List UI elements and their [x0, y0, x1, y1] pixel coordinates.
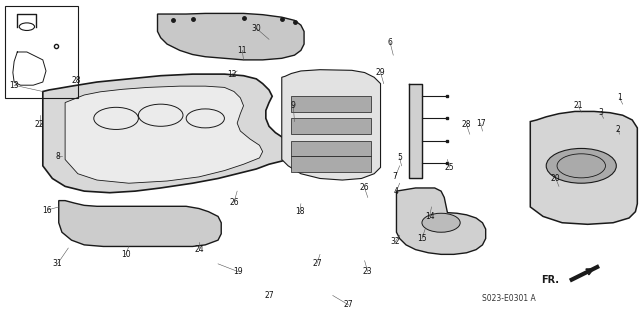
Text: 29: 29 [376, 68, 385, 77]
Bar [291, 96, 371, 112]
Text: 31: 31 [52, 259, 62, 268]
Text: 25: 25 [445, 163, 454, 172]
Text: 19: 19 [234, 267, 243, 276]
Text: 5: 5 [397, 153, 402, 162]
Text: 13: 13 [10, 81, 19, 90]
Text: 1: 1 [617, 93, 622, 102]
Polygon shape [59, 201, 221, 247]
Text: 20: 20 [551, 174, 561, 183]
Polygon shape [282, 70, 381, 180]
Polygon shape [157, 13, 304, 60]
Text: 4: 4 [394, 187, 399, 196]
Text: 3: 3 [598, 108, 603, 116]
Circle shape [546, 148, 616, 183]
Polygon shape [65, 86, 262, 183]
Text: 9: 9 [291, 101, 296, 110]
Bar [291, 118, 371, 134]
Text: 22: 22 [35, 120, 44, 129]
Circle shape [422, 213, 460, 232]
Text: 23: 23 [363, 267, 372, 276]
Bar [4, 6, 78, 98]
Text: 16: 16 [42, 206, 52, 215]
Text: 28: 28 [72, 76, 81, 85]
Polygon shape [409, 84, 422, 178]
Text: 24: 24 [194, 245, 204, 254]
Text: 17: 17 [476, 119, 485, 128]
Text: 12: 12 [227, 70, 237, 78]
Text: 26: 26 [360, 183, 369, 192]
Text: 18: 18 [295, 207, 305, 216]
Polygon shape [531, 111, 637, 224]
Text: 27: 27 [344, 300, 353, 309]
Bar [291, 156, 371, 172]
Text: 2: 2 [616, 125, 621, 134]
Polygon shape [43, 74, 294, 193]
Text: 8: 8 [55, 152, 60, 161]
Text: 11: 11 [237, 46, 247, 55]
Text: 30: 30 [252, 24, 261, 33]
Text: 6: 6 [388, 38, 392, 47]
Text: 14: 14 [425, 212, 435, 221]
Text: 15: 15 [417, 234, 427, 243]
Polygon shape [396, 188, 486, 254]
Text: FR.: FR. [541, 275, 559, 285]
Text: 28: 28 [462, 120, 471, 129]
Text: 7: 7 [393, 172, 397, 182]
Text: S023-E0301 A: S023-E0301 A [483, 294, 536, 303]
Text: 26: 26 [229, 198, 239, 207]
Text: 10: 10 [121, 250, 131, 259]
Bar [291, 141, 371, 156]
Text: 27: 27 [312, 259, 322, 268]
Text: 27: 27 [264, 291, 274, 300]
Text: 32: 32 [390, 237, 400, 246]
Text: 21: 21 [573, 101, 583, 110]
